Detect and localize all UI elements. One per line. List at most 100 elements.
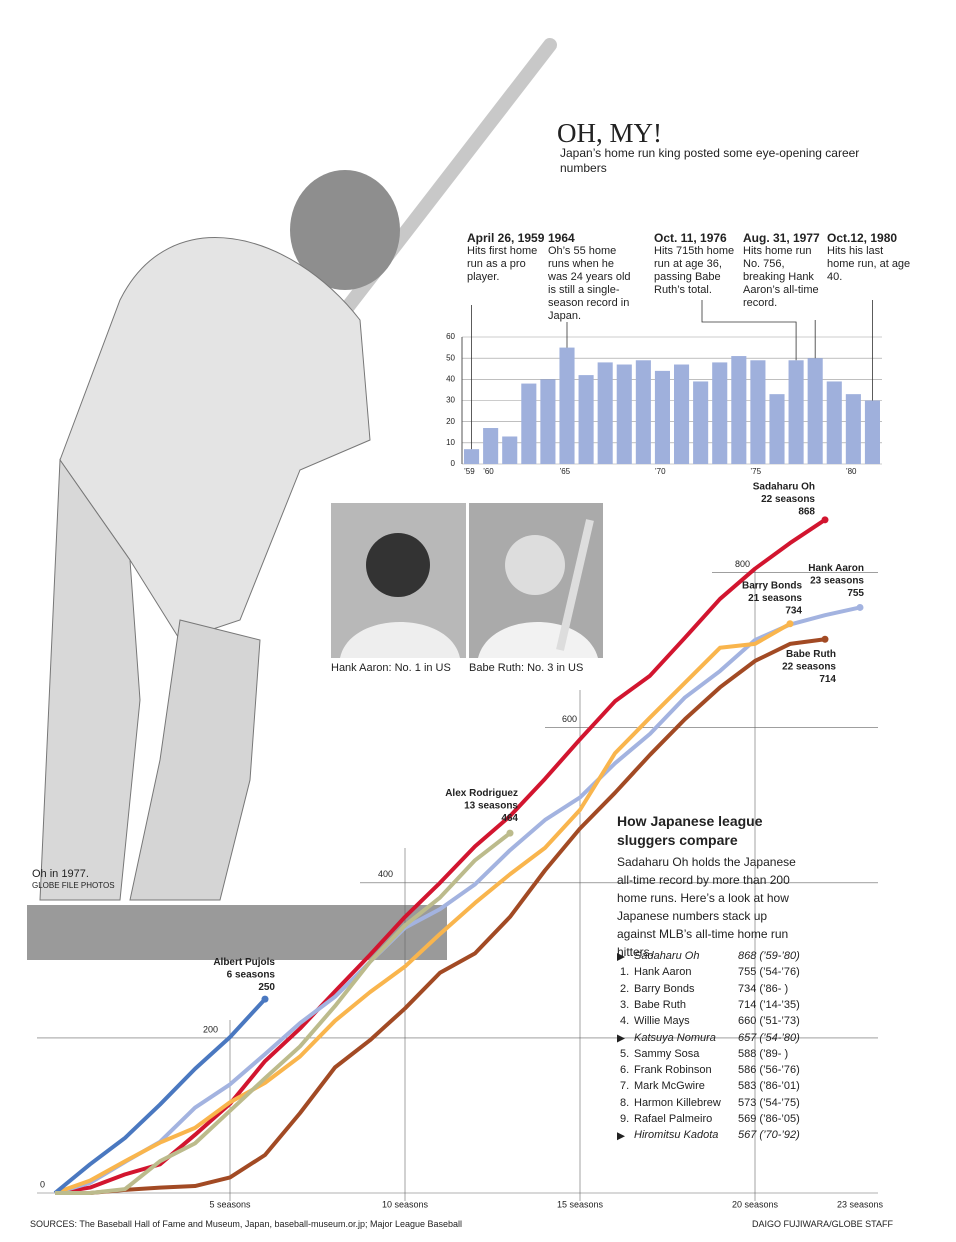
bar bbox=[769, 394, 785, 464]
credit: DAIGO FUJIWARA/GLOBE STAFF bbox=[752, 1219, 894, 1229]
data-label: 868 bbox=[798, 506, 815, 517]
annotation: Oct. 11, 1976 Hits 715th home run at age … bbox=[654, 231, 738, 297]
player-name: Hiromitsu Kadota bbox=[634, 1129, 719, 1142]
data-label: 464 bbox=[501, 813, 518, 824]
home-runs: 588 (’89- ) bbox=[738, 1047, 789, 1060]
series-seasons: 22 seasons bbox=[761, 494, 815, 505]
comparison-title: How Japanese league sluggers compare bbox=[617, 813, 763, 848]
end-point bbox=[856, 603, 864, 611]
series-name: Albert Pujols bbox=[213, 957, 275, 968]
rank: 6. bbox=[620, 1064, 630, 1077]
player-name: Barry Bonds bbox=[634, 982, 695, 995]
annotation-text: Hits 715th home run at age 36, passing B… bbox=[654, 245, 735, 296]
series-seasons: 13 seasons bbox=[464, 800, 518, 811]
annotation-date: April 26, 1959 bbox=[467, 231, 545, 245]
rank: 9. bbox=[620, 1113, 630, 1125]
rank: 1. bbox=[620, 966, 630, 979]
y-tick-label: 0 bbox=[451, 459, 456, 468]
oh-photo bbox=[27, 38, 557, 960]
y-tick-label: 30 bbox=[446, 396, 455, 405]
x-tick-label: ’59 bbox=[464, 467, 475, 476]
bar bbox=[807, 358, 823, 464]
annotation-date: Oct. 11, 1976 bbox=[654, 231, 727, 245]
annotation-text: Hits home run No. 756, breaking Hank Aar… bbox=[743, 245, 819, 309]
x-tick-label: ’80 bbox=[846, 467, 857, 476]
end-point bbox=[786, 620, 794, 628]
player-name: Babe Ruth bbox=[634, 998, 686, 1011]
subtitle: Japan’s home run king posted some eye-op… bbox=[560, 146, 860, 175]
bar bbox=[540, 379, 556, 464]
bar bbox=[845, 394, 861, 464]
x-tick-label: ’60 bbox=[483, 467, 494, 476]
sources: SOURCES: The Baseball Hall of Fame and M… bbox=[30, 1219, 463, 1229]
player-name: Rafael Palmeiro bbox=[634, 1113, 713, 1125]
bar bbox=[712, 362, 728, 464]
data-label: 755 bbox=[847, 588, 864, 599]
bar bbox=[635, 360, 651, 464]
bar bbox=[559, 347, 575, 464]
home-runs: 583 (’86-’01) bbox=[738, 1080, 800, 1093]
bar bbox=[693, 381, 709, 464]
series-seasons: 23 seasons bbox=[810, 576, 864, 587]
series-line bbox=[54, 622, 791, 1195]
series-name: Hank Aaron bbox=[808, 563, 864, 574]
player-name: Harmon Killebrew bbox=[634, 1096, 721, 1109]
data-label: 250 bbox=[258, 982, 275, 993]
data-label: 734 bbox=[785, 605, 802, 616]
end-point bbox=[821, 635, 829, 643]
home-runs: 755 (’54-’76) bbox=[738, 966, 800, 979]
annotation: April 26, 1959 Hits first home run as a p… bbox=[467, 231, 551, 284]
bar bbox=[464, 449, 480, 464]
y-tick-label: 200 bbox=[203, 1024, 218, 1034]
annotation-date: Aug. 31, 1977 bbox=[743, 231, 820, 245]
series-seasons: 21 seasons bbox=[748, 593, 802, 604]
player-name: Frank Robinson bbox=[634, 1064, 712, 1077]
y-tick-label: 400 bbox=[378, 869, 393, 879]
data-label: 714 bbox=[819, 674, 836, 685]
y-tick-label: 600 bbox=[562, 714, 577, 724]
series-name: Barry Bonds bbox=[742, 580, 802, 591]
annotation: Oct.12, 1980 Hits his last home run, at a… bbox=[827, 231, 911, 284]
title: OH, MY! bbox=[557, 118, 662, 148]
bar bbox=[788, 360, 804, 464]
x-tick-label: ’75 bbox=[750, 467, 761, 476]
bar bbox=[750, 360, 766, 464]
series-line bbox=[54, 605, 861, 1195]
player-name: Sammy Sosa bbox=[634, 1047, 700, 1060]
caption: Babe Ruth: No. 3 in US bbox=[469, 662, 584, 674]
series-name: Alex Rodriguez bbox=[445, 788, 518, 799]
aaron-photo bbox=[331, 503, 466, 658]
caption: Hank Aaron: No. 1 in US bbox=[331, 662, 451, 674]
bar bbox=[483, 428, 499, 464]
y-tick-label: 60 bbox=[446, 332, 455, 341]
series-line bbox=[55, 831, 512, 1195]
rank: 7. bbox=[620, 1080, 630, 1093]
y-tick-label: 800 bbox=[735, 559, 750, 569]
bar bbox=[502, 436, 518, 464]
x-tick-label: ’65 bbox=[559, 467, 570, 476]
end-point bbox=[261, 995, 269, 1003]
series-line bbox=[54, 518, 827, 1195]
rank: 4. bbox=[620, 1015, 630, 1028]
player-name: Willie Mays bbox=[634, 1015, 690, 1028]
end-point bbox=[506, 829, 514, 837]
rank: 3. bbox=[620, 998, 630, 1011]
rank: 8. bbox=[620, 1096, 630, 1109]
bar bbox=[731, 356, 747, 464]
end-point bbox=[821, 516, 829, 524]
x-tick-label: 15 seasons bbox=[557, 1199, 604, 1209]
home-runs: 734 (’86- ) bbox=[738, 982, 789, 995]
home-runs: 660 (’51-’73) bbox=[738, 1015, 800, 1028]
series-line bbox=[55, 637, 826, 1195]
bar bbox=[674, 364, 690, 464]
player-name: Hank Aaron bbox=[634, 966, 692, 979]
bar bbox=[864, 400, 880, 464]
player-name: Mark McGwire bbox=[634, 1080, 705, 1093]
x-tick-label: ’70 bbox=[655, 467, 666, 476]
annotation-text: Oh’s 55 home runs when he was 24 years o… bbox=[548, 245, 631, 322]
home-runs: 868 (’59-’80) bbox=[738, 950, 800, 962]
bar bbox=[597, 362, 613, 464]
japanese-marker bbox=[617, 1034, 625, 1043]
annotation-text: Hits his last home run, at age 40. bbox=[827, 245, 911, 283]
